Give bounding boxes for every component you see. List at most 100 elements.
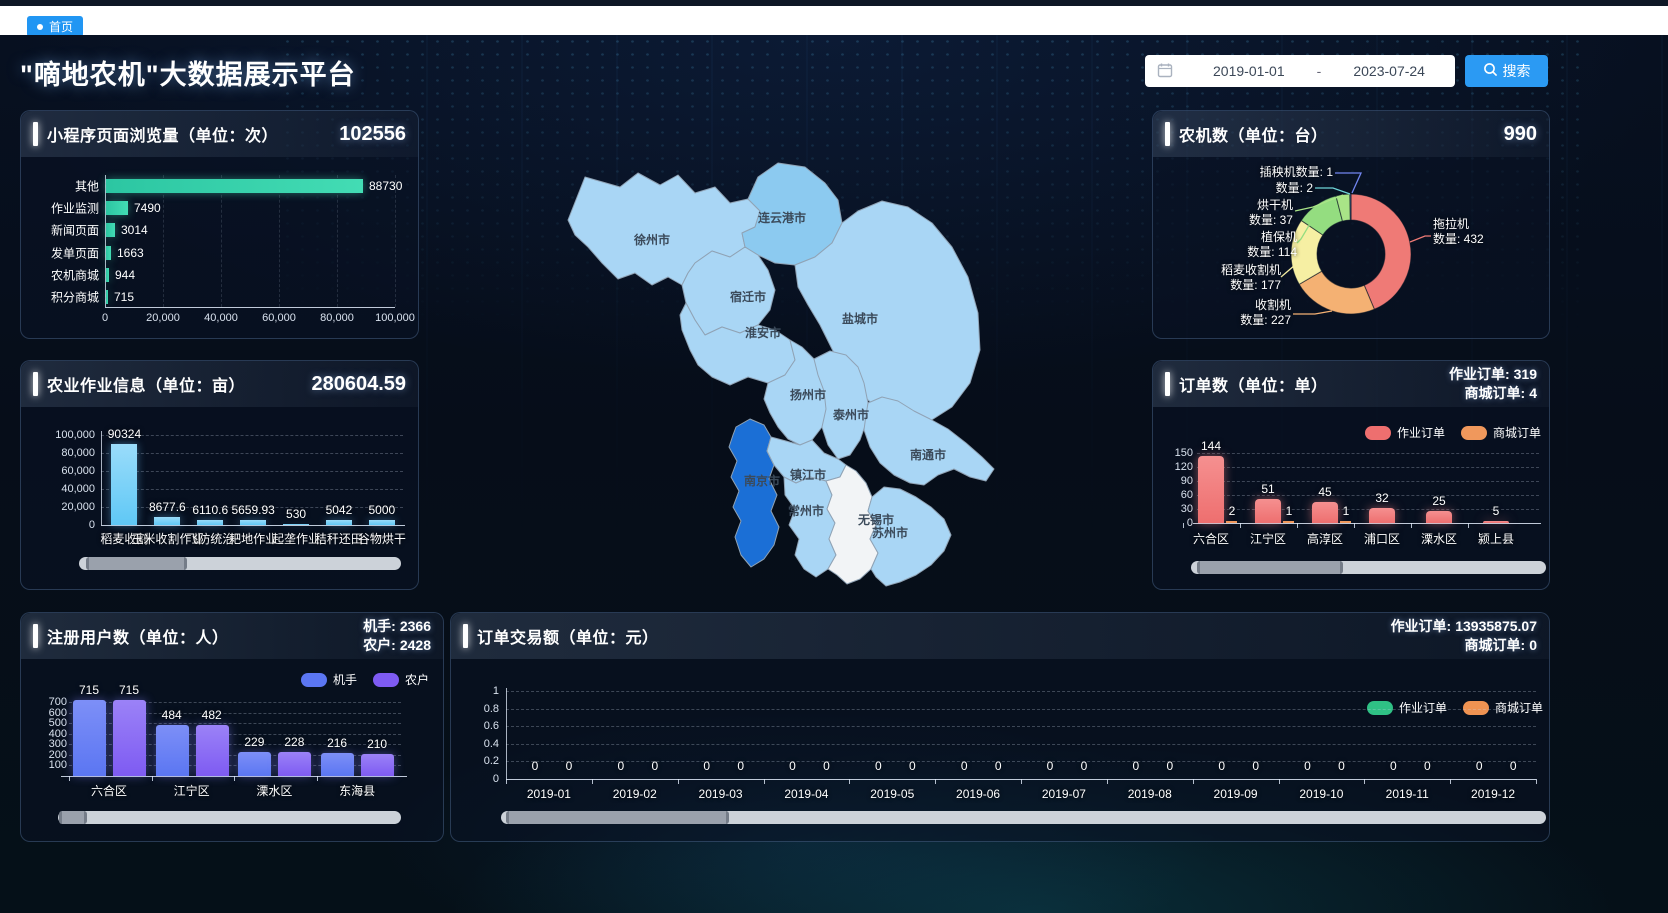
orders-chart-area: 作业订单 商城订单 0 30 60 90 120 150 144 2 六合区 51 1 江宁区 45 1 高… [1153, 407, 1549, 589]
bar-农户-1[interactable] [195, 725, 229, 776]
farmwork-chart[interactable]: 0 20,000 40,000 60,000 80,000 100,000 90324 稻麦收… [21, 407, 418, 589]
y-axis-tick-label: 500 [48, 717, 67, 730]
y-axis-tick-label: 0.2 [483, 755, 499, 768]
datazoom-slider[interactable] [58, 811, 401, 824]
bar-0[interactable] [111, 444, 138, 525]
category-label: 东海县 [339, 784, 376, 798]
bar-value-label: 5042 [325, 503, 353, 517]
category-label: 农机商城 [50, 268, 99, 283]
datazoom-slider[interactable] [79, 557, 401, 570]
panel-users-title: 注册用户数（单位：人） [47, 630, 229, 647]
datazoom-selection[interactable] [86, 557, 187, 570]
map-region-taizhou[interactable] [813, 350, 869, 460]
x-axis-line [105, 307, 395, 308]
bar-work-2[interactable] [1312, 502, 1338, 523]
accent-bar [1165, 372, 1170, 396]
datazoom-selection[interactable] [59, 811, 87, 824]
x-axis-month-label: 2019-09 [1213, 787, 1258, 801]
bar-value-label: 2 [1228, 504, 1236, 518]
search-button[interactable]: 搜索 [1465, 55, 1548, 87]
bar-机手-1[interactable] [155, 725, 189, 776]
bar-mall-2[interactable] [1340, 521, 1351, 523]
bar-work-4[interactable] [1426, 511, 1452, 523]
machines-donut-chart[interactable]: 插秧机数量: 1 数量: 2 烘干机 数量: 37 植保机 数量: 114 稻麦收割机 数量:… [1153, 157, 1549, 338]
bar-5[interactable] [325, 520, 352, 525]
bar-4[interactable] [283, 524, 310, 525]
datazoom-slider[interactable] [501, 811, 1546, 824]
gridline [69, 702, 401, 703]
pageviews-chart[interactable]: 0 20,000 40,000 60,000 80,000 100,000 其他 88730 作… [21, 157, 418, 338]
bar-机手-3[interactable] [321, 753, 355, 776]
bar-mall-0[interactable] [1226, 521, 1237, 523]
category-label: 谷物烘干 [357, 532, 406, 546]
x-axis-tick [69, 776, 70, 781]
legend-item-jishou[interactable]: 机手 [300, 671, 357, 688]
users-chart[interactable]: 100 200 300 400 500 600 700 715 715 六合区 484 482 江宁区 2… [21, 659, 443, 841]
x-axis-month-label: 2019-04 [784, 787, 829, 801]
bar-mall-1[interactable] [1283, 521, 1294, 523]
data-point-label: 0 [617, 759, 625, 773]
orders-chart[interactable]: 0 30 60 90 120 150 144 2 六合区 51 1 江宁区 45 1 高淳区 32 浦口区 25 溧… [1153, 407, 1549, 589]
legend-item-mall-amount[interactable]: 商城订单 [1462, 699, 1543, 716]
bar-机手-2[interactable] [238, 752, 272, 776]
bar-农户-2[interactable] [278, 752, 312, 776]
gridline [69, 765, 401, 767]
legend-item-mall-orders[interactable]: 商城订单 [1460, 424, 1541, 441]
category-label: 高淳区 [1306, 532, 1344, 546]
x-axis-tick [1183, 523, 1184, 528]
accent-bar [33, 122, 38, 146]
y-axis-tick-label: 20,000 [61, 501, 95, 513]
bar-农户-3[interactable] [361, 754, 395, 776]
bar-value-label: 6110.6 [192, 503, 229, 517]
date-range-picker[interactable]: 2019-01-01 - 2023-07-24 [1145, 55, 1455, 87]
map-region-suzhou[interactable] [867, 486, 952, 587]
date-end-input[interactable]: 2023-07-24 [1353, 63, 1425, 79]
bar-1[interactable] [106, 201, 128, 216]
date-start-input[interactable]: 2019-01-01 [1213, 63, 1285, 79]
y-axis-tick-label: 40,000 [61, 483, 95, 495]
data-point-label: 0 [1046, 759, 1054, 773]
map-region-yancheng[interactable] [794, 200, 981, 426]
bar-3[interactable] [240, 520, 267, 525]
users-chart-area: 机手 农户 100 200 300 400 500 600 700 715 715 六合区 484 4… [21, 659, 443, 841]
bar-1[interactable] [154, 517, 181, 525]
y-axis-tick-label: 0 [1186, 517, 1193, 529]
data-point-label: 0 [789, 759, 796, 773]
map-region-changzhou[interactable] [783, 476, 837, 578]
jiangsu-map[interactable]: 徐州市 连云港市 宿迁市 淮安市 盐城市 扬州市 泰州市 南通市 南京市 镇江市… [490, 115, 1050, 615]
x-axis-month-label: 2019-08 [1127, 787, 1172, 801]
x-axis-tick [1021, 779, 1022, 784]
tab-home[interactable]: 首页 [27, 16, 84, 37]
transactions-legend: 作业订单 商城订单 [1366, 699, 1543, 716]
bar-机手-0[interactable] [73, 700, 106, 776]
bar-work-5[interactable] [1483, 521, 1509, 523]
legend-item-nonghu[interactable]: 农户 [372, 671, 429, 688]
donut-leader-line [1335, 172, 1363, 194]
map-region-nantong[interactable] [863, 396, 995, 486]
datazoom-selection[interactable] [506, 811, 729, 824]
bar-2[interactable] [106, 223, 115, 238]
donut-slice-拖拉机[interactable] [1350, 193, 1412, 310]
bar-3[interactable] [106, 245, 111, 260]
x-axis-tick [317, 776, 319, 781]
bar-0[interactable] [106, 179, 363, 193]
map-label-changzhou: 常州市 [788, 503, 824, 518]
bar-4[interactable] [106, 267, 109, 282]
bar-work-0[interactable] [1198, 456, 1224, 523]
datazoom-slider[interactable] [1191, 561, 1546, 574]
bar-6[interactable] [368, 520, 395, 525]
legend-swatch [1462, 700, 1489, 715]
legend-item-work-orders[interactable]: 作业订单 [1364, 424, 1445, 441]
bar-5[interactable] [106, 290, 108, 304]
bar-work-1[interactable] [1255, 499, 1281, 523]
datazoom-selection[interactable] [1197, 561, 1343, 574]
category-label: 江宁区 [173, 784, 210, 798]
x-axis-month-label: 2019-05 [870, 787, 915, 801]
bar-work-3[interactable] [1369, 508, 1395, 523]
bar-农户-0[interactable] [113, 700, 146, 776]
bar-2[interactable] [197, 520, 224, 525]
transactions-chart[interactable]: 0 0.2 0.4 0.6 0.8 1 2019-01 0 0 2019-02 0 0 2019-03 0… [451, 659, 1549, 841]
dashboard: "嘀地农机"大数据展示平台 2019-01-01 - 2023-07-24 搜索 [0, 35, 1668, 913]
legend-item-work-amount[interactable]: 作业订单 [1366, 699, 1447, 716]
x-axis-tick [1240, 523, 1241, 528]
